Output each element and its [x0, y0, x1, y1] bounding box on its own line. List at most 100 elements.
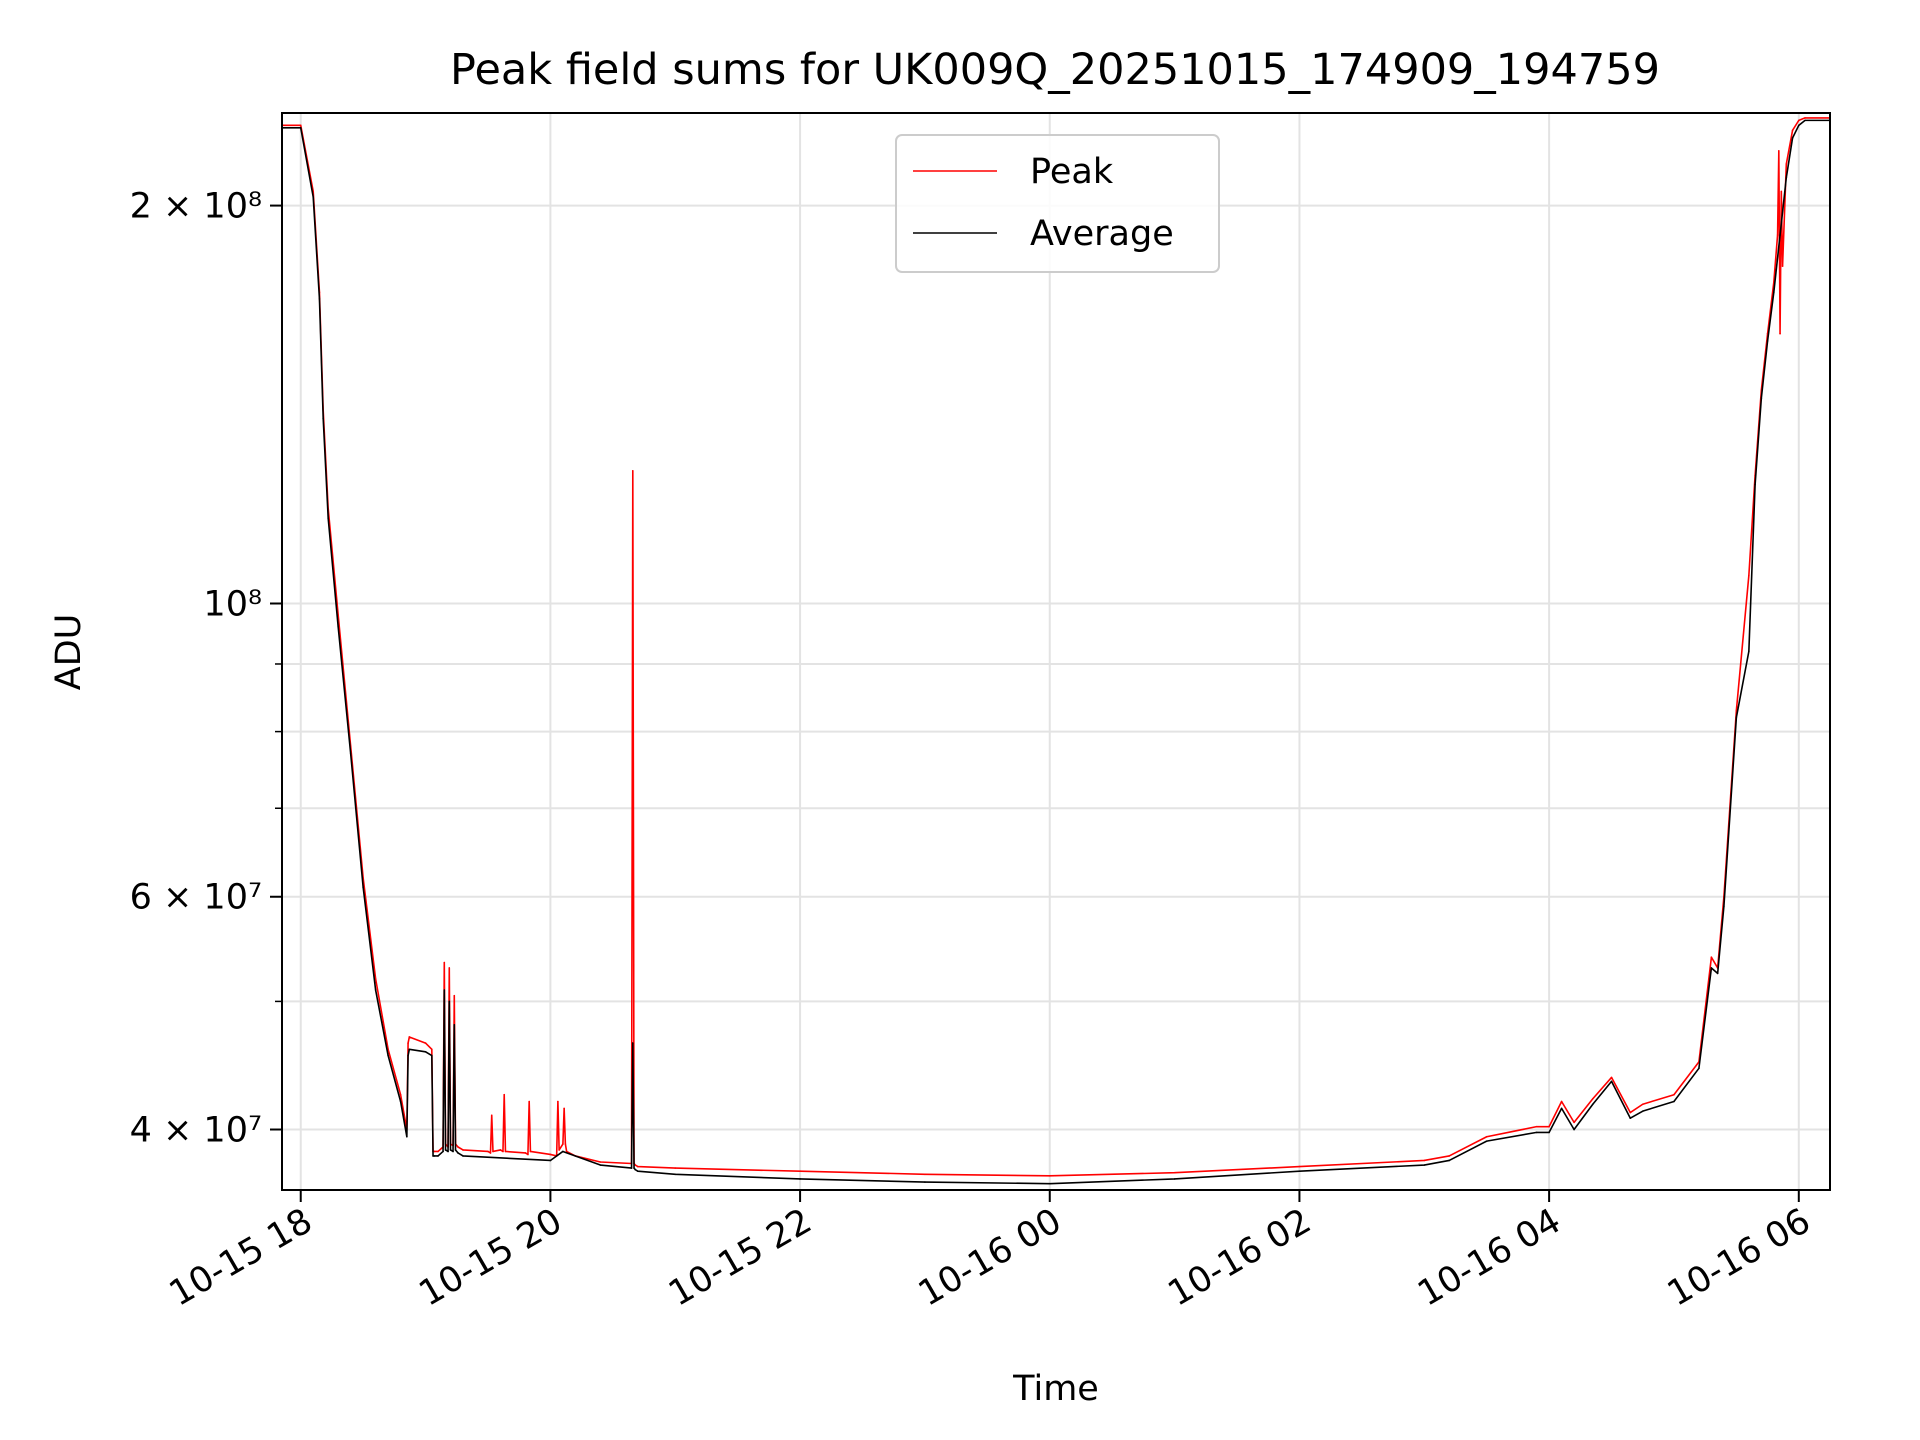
data-point-peak	[1776, 234, 1779, 236]
legend-label-peak: Peak	[1030, 152, 1114, 192]
data-point-peak	[1610, 1076, 1613, 1079]
data-point-average	[454, 1149, 457, 1151]
data-point-average	[633, 1167, 635, 1169]
data-point-average	[374, 989, 377, 991]
data-point-peak	[524, 1152, 527, 1154]
data-point-peak	[564, 1143, 567, 1145]
data-point-peak	[1535, 1125, 1538, 1128]
data-point-peak	[599, 1161, 602, 1163]
data-point-peak	[1780, 190, 1783, 193]
data-point-peak	[1548, 1125, 1550, 1128]
data-point-average	[1748, 650, 1750, 653]
data-point-average	[437, 1155, 439, 1157]
data-point-average	[1048, 1182, 1051, 1185]
data-point-average	[1754, 483, 1756, 486]
data-point-peak	[1629, 1111, 1632, 1114]
data-point-average	[1573, 1128, 1575, 1131]
data-point-peak	[1560, 1100, 1563, 1103]
data-point-peak	[1423, 1159, 1426, 1162]
data-point-average	[1173, 1178, 1176, 1180]
data-point-average	[1629, 1117, 1632, 1119]
data-point-average	[432, 1155, 434, 1157]
data-point-average	[1641, 1110, 1644, 1112]
data-point-peak	[1710, 956, 1713, 959]
data-point-peak	[453, 994, 456, 997]
data-point-peak	[502, 1150, 504, 1153]
data-point-average	[337, 626, 339, 628]
data-point-average	[1298, 1170, 1301, 1172]
data-point-average	[1423, 1164, 1426, 1166]
data-point-average	[449, 1149, 452, 1151]
data-point-peak	[1641, 1103, 1644, 1106]
data-point-average	[1610, 1080, 1613, 1083]
data-point-average	[1773, 291, 1775, 293]
data-point-peak	[443, 961, 446, 964]
data-point-average	[549, 1159, 552, 1162]
data-point-average	[1723, 905, 1725, 908]
data-point-average	[924, 1181, 926, 1183]
data-point-peak	[557, 1100, 559, 1103]
data-point-average	[448, 1000, 451, 1003]
data-point-average	[1779, 234, 1781, 236]
data-point-peak	[1048, 1175, 1051, 1177]
data-point-peak	[1785, 163, 1788, 165]
data-point-peak	[636, 1165, 639, 1168]
data-point-average	[1785, 176, 1788, 179]
data-point-peak	[424, 1042, 427, 1044]
data-point-peak	[433, 1150, 436, 1153]
data-point-peak	[924, 1173, 926, 1176]
data-point-average	[636, 1170, 639, 1172]
x-axis-label: Time	[1012, 1369, 1099, 1409]
data-point-average	[442, 1150, 444, 1153]
data-point-peak	[431, 1048, 433, 1051]
data-point-average	[453, 1024, 456, 1026]
data-point-peak	[1298, 1165, 1301, 1168]
data-point-peak	[1778, 150, 1780, 152]
legend-box	[895, 134, 1220, 273]
data-point-peak	[1485, 1135, 1488, 1138]
data-point-average	[1716, 972, 1719, 975]
legend: Peak Average	[895, 134, 1220, 273]
data-point-average	[399, 1100, 402, 1103]
data-point-average	[299, 127, 302, 129]
data-point-average	[447, 1150, 449, 1153]
data-point-average	[1448, 1159, 1451, 1162]
data-point-peak	[1804, 117, 1806, 119]
data-point-peak	[1735, 709, 1738, 712]
data-point-average	[631, 1042, 634, 1044]
data-point-peak	[529, 1150, 532, 1153]
data-point-peak	[487, 1150, 489, 1153]
data-point-average	[424, 1050, 427, 1053]
y-tick-label: 4 × 10⁷	[130, 1111, 262, 1151]
data-point-peak	[631, 470, 634, 472]
data-point-average	[562, 1150, 564, 1153]
data-point-average	[322, 417, 324, 420]
data-point-peak	[549, 1153, 552, 1156]
data-point-average	[433, 1155, 436, 1157]
data-point-peak	[634, 1164, 637, 1166]
data-point-average	[443, 989, 446, 991]
data-point-peak	[374, 978, 377, 980]
y-tick-label: 2 × 10⁸	[130, 187, 262, 227]
data-point-peak	[1781, 265, 1784, 267]
data-point-peak	[504, 1150, 507, 1153]
data-point-average	[634, 1168, 637, 1171]
data-point-average	[674, 1173, 677, 1176]
data-point-average	[444, 1149, 447, 1151]
data-point-peak	[490, 1114, 493, 1117]
data-point-average	[599, 1164, 602, 1166]
data-point-average	[1485, 1140, 1488, 1142]
data-point-peak	[527, 1153, 529, 1156]
data-point-peak	[1779, 332, 1781, 335]
y-tick-label: 10⁸	[203, 584, 262, 624]
data-point-average	[1535, 1131, 1538, 1134]
data-point-peak	[407, 1042, 409, 1044]
data-point-average	[327, 517, 329, 520]
data-point-peak	[1173, 1171, 1176, 1174]
data-point-average	[362, 886, 364, 889]
data-point-average	[312, 196, 315, 198]
data-point-average	[318, 298, 321, 300]
data-point-peak	[558, 1149, 560, 1151]
data-point-peak	[1573, 1121, 1575, 1124]
